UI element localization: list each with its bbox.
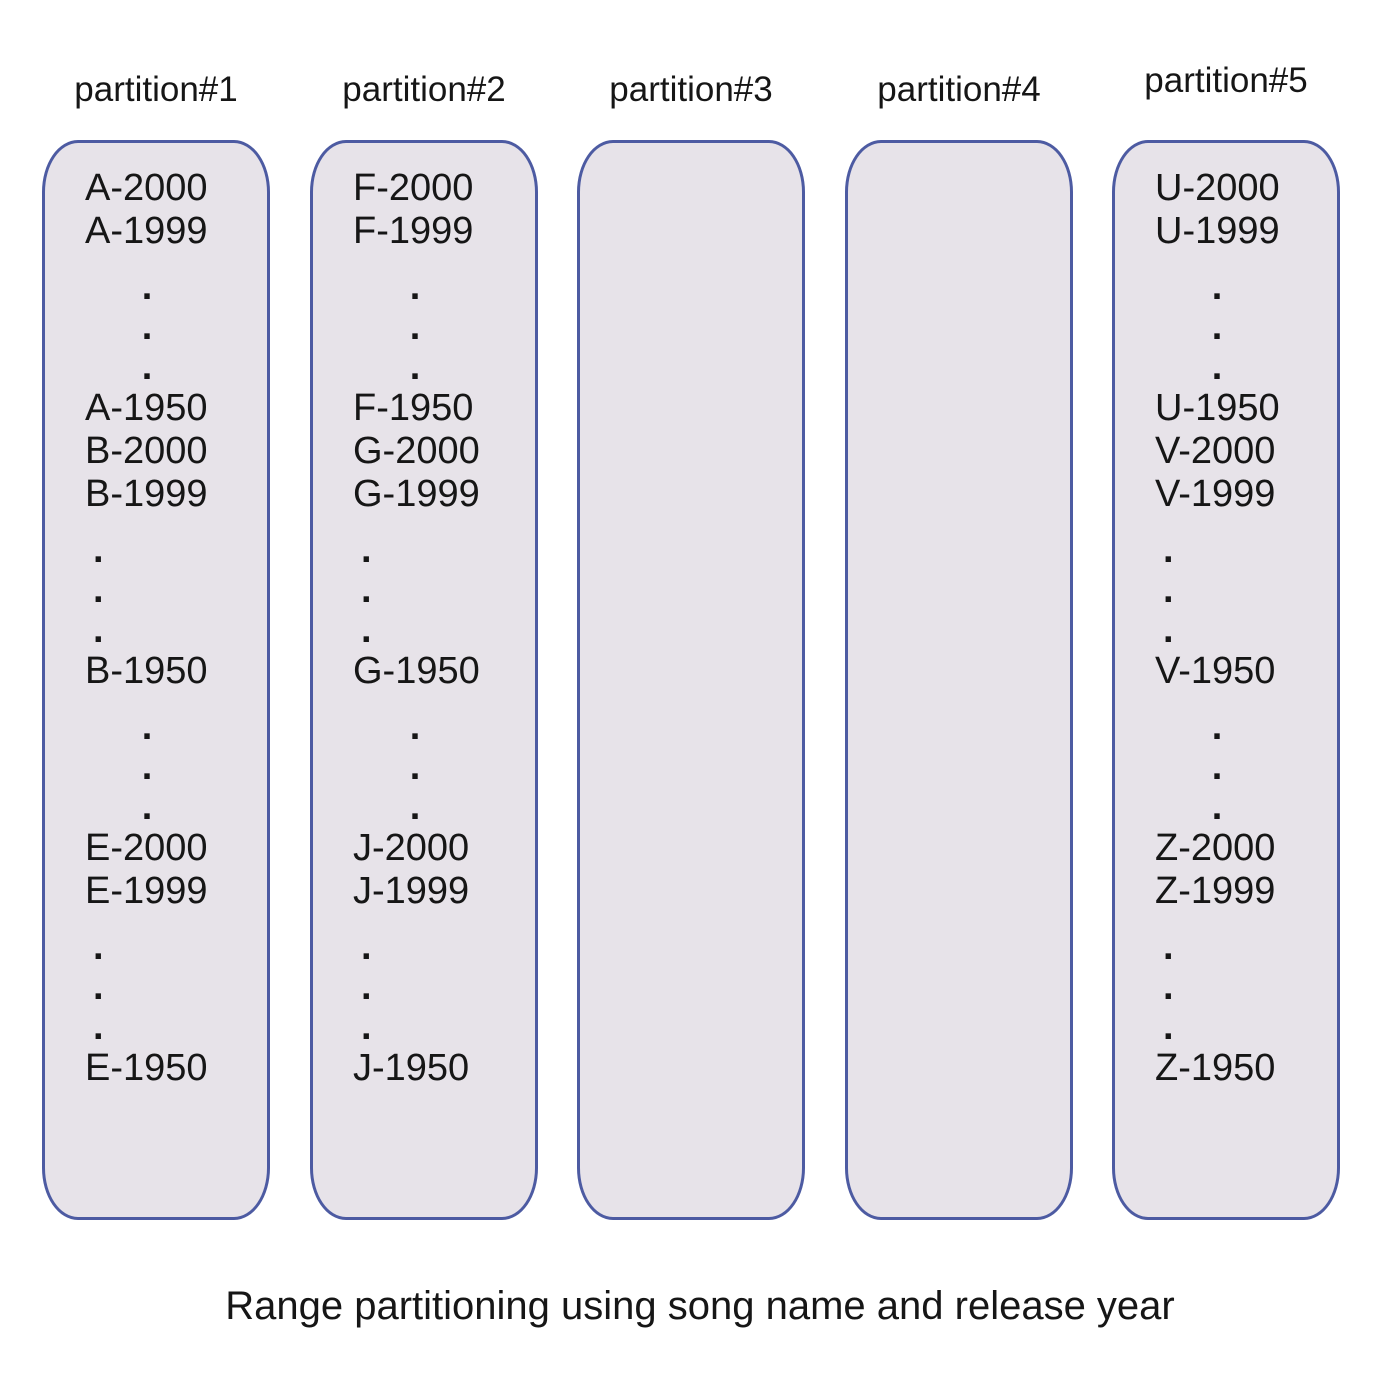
ellipsis-dot: . (409, 266, 421, 308)
partition-header-5: partition#5 (1144, 61, 1308, 100)
partition-entry: G-2000 (353, 430, 480, 472)
ellipsis-dot: . (361, 529, 372, 571)
ellipsis-dot: . (1211, 706, 1223, 748)
partition-entry: A-1999 (85, 210, 208, 252)
ellipsis-dot: . (1211, 306, 1223, 348)
partition-entry: V-1999 (1155, 473, 1276, 515)
ellipsis-dot: . (409, 306, 421, 348)
partition-entry: B-1999 (85, 473, 208, 515)
ellipsis-dot: . (141, 746, 153, 788)
ellipsis-dot: . (93, 569, 104, 611)
ellipsis-dot: . (361, 609, 372, 651)
ellipsis-dot: . (141, 786, 153, 828)
ellipsis-dot: . (409, 786, 421, 828)
partition-entry: F-1950 (353, 387, 474, 429)
partition-entry: J-2000 (353, 827, 470, 869)
caption: Range partitioning using song name and r… (225, 1284, 1175, 1328)
partition-box-2: F-2000 F-1999... F-1950 G-2000 G-1999... G-19… (310, 140, 538, 1220)
partition-box-3 (577, 140, 805, 1220)
ellipsis-dot: . (1211, 746, 1223, 788)
partition-entry: G-1999 (353, 473, 480, 515)
ellipsis-dot: . (409, 746, 421, 788)
ellipsis-dot: . (1211, 786, 1223, 828)
partition-entry: J-1950 (353, 1047, 470, 1089)
ellipsis-dot: . (141, 706, 153, 748)
partition-entry: E-1950 (85, 1047, 208, 1089)
partition-content-2: F-2000 F-1999... F-1950 G-2000 G-1999... G-19… (353, 167, 480, 1090)
partition-header-3: partition#3 (609, 70, 773, 109)
partition-entry: Z-1950 (1155, 1047, 1276, 1089)
partition-content-1: A-2000 A-1999... A-1950 B-2000 B-1999... B-19… (85, 167, 209, 1090)
partition-entry: E-2000 (85, 827, 208, 869)
ellipsis-dot: . (409, 706, 421, 748)
ellipsis-dot: . (361, 926, 372, 968)
partition-entry: U-2000 (1155, 167, 1280, 209)
ellipsis-dot: . (1163, 529, 1174, 571)
partition-entry: J-1999 (353, 870, 470, 912)
ellipsis-dot: . (141, 346, 153, 388)
ellipsis-dot: . (141, 306, 153, 348)
partition-entry: B-1950 (85, 650, 208, 692)
ellipsis-dot: . (409, 346, 421, 388)
partition-entry: F-2000 (353, 167, 474, 209)
partition-entry: A-1950 (85, 387, 208, 429)
partition-box-5: U-2000 U-1999... U-1950 V-2000 V-1999... V-19… (1112, 140, 1340, 1220)
ellipsis-dot: . (141, 266, 153, 308)
partition-entry: U-1999 (1155, 210, 1280, 252)
ellipsis-dot: . (361, 1006, 372, 1048)
partition-header-2: partition#2 (342, 70, 506, 109)
ellipsis-dot: . (93, 529, 104, 571)
ellipsis-dot: . (361, 569, 372, 611)
partition-header-1: partition#1 (74, 70, 238, 109)
ellipsis-dot: . (1163, 609, 1174, 651)
ellipsis-dot: . (1211, 266, 1223, 308)
ellipsis-dot: . (93, 609, 104, 651)
ellipsis-dot: . (93, 1006, 104, 1048)
ellipsis-dot: . (93, 926, 104, 968)
partition-entry: E-1999 (85, 870, 208, 912)
ellipsis-dot: . (1163, 1006, 1174, 1048)
partition-entry: V-1950 (1155, 650, 1276, 692)
partition-box-1: A-2000 A-1999... A-1950 B-2000 B-1999... B-19… (42, 140, 270, 1220)
partition-entry: Z-1999 (1155, 870, 1276, 912)
partition-entry: F-1999 (353, 210, 474, 252)
ellipsis-dot: . (1163, 966, 1174, 1008)
partition-entry: U-1950 (1155, 387, 1280, 429)
partition-box-4 (845, 140, 1073, 1220)
ellipsis-dot: . (1211, 346, 1223, 388)
ellipsis-dot: . (93, 966, 104, 1008)
partition-entry: V-2000 (1155, 430, 1276, 472)
ellipsis-dot: . (361, 966, 372, 1008)
ellipsis-dot: . (1163, 926, 1174, 968)
partition-entry: A-2000 (85, 167, 208, 209)
partition-content-5: U-2000 U-1999... U-1950 V-2000 V-1999... V-19… (1155, 167, 1280, 1090)
partition-entry: Z-2000 (1155, 827, 1276, 869)
partition-entry: G-1950 (353, 650, 480, 692)
partition-header-4: partition#4 (877, 70, 1041, 109)
partition-entry: B-2000 (85, 430, 208, 472)
ellipsis-dot: . (1163, 569, 1174, 611)
